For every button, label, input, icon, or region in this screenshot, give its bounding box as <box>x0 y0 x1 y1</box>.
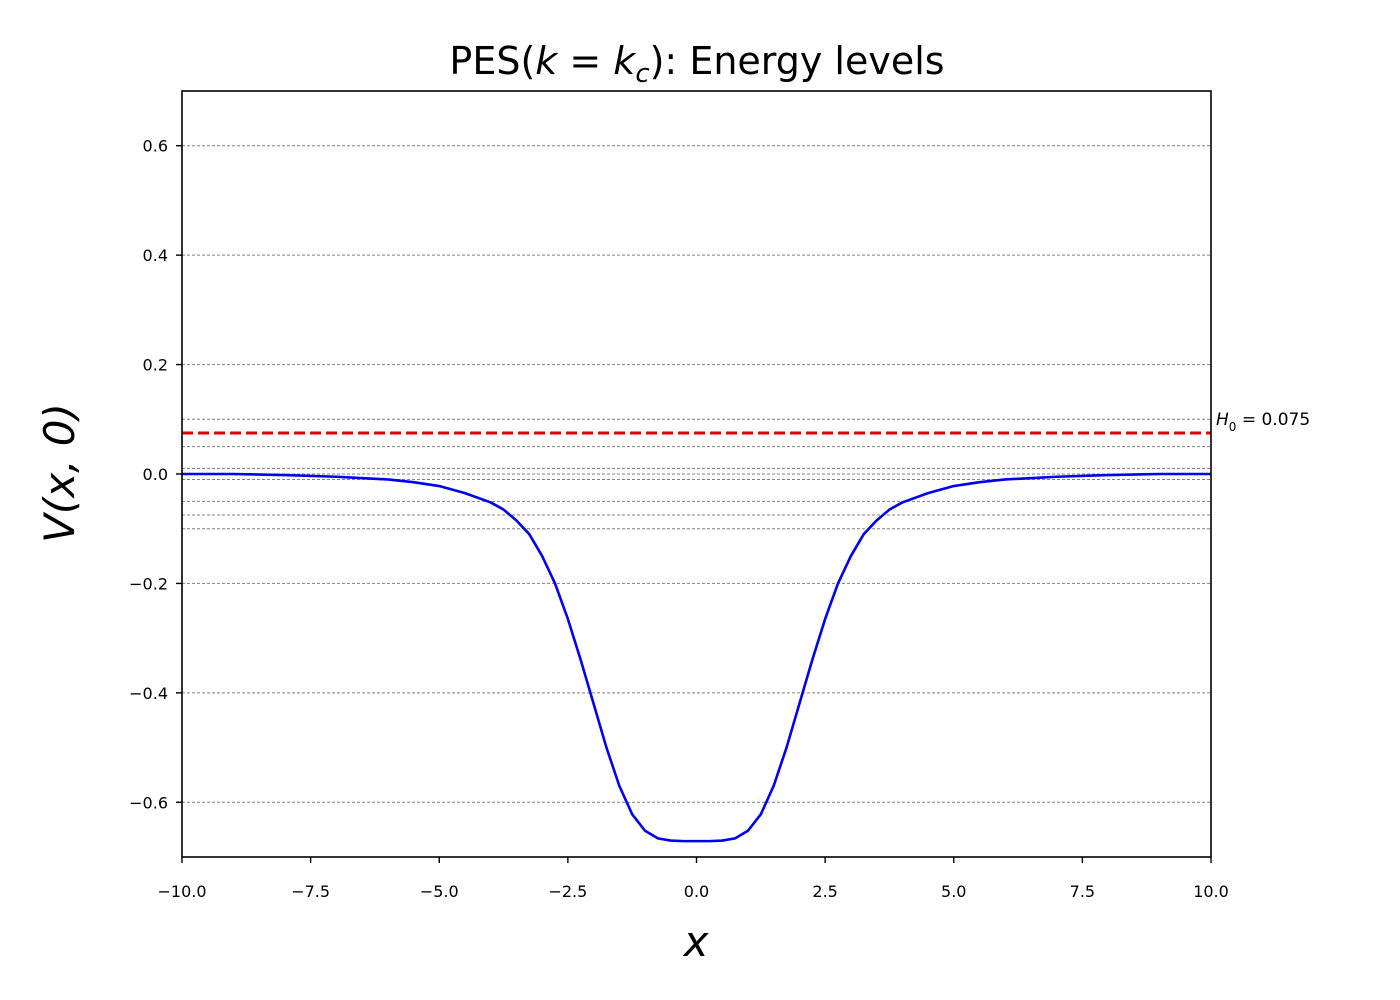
x-tick-label: −7.5 <box>291 882 330 901</box>
x-tick-label: −10.0 <box>157 882 206 901</box>
h0-annotation: H0 = 0.075 <box>1216 410 1310 434</box>
series-layer <box>182 472 1211 843</box>
x-tick-label: 7.5 <box>1070 882 1095 901</box>
y-tick-label: −0.6 <box>129 793 168 812</box>
x-tick-label: −5.0 <box>420 882 459 901</box>
potential-curve <box>182 472 1211 843</box>
y-tick-label: −0.4 <box>129 684 168 703</box>
x-tick-label: −2.5 <box>548 882 587 901</box>
plot-frame <box>181 90 1212 858</box>
y-tick-label: 0.6 <box>143 137 168 156</box>
y-tick-label: −0.2 <box>129 574 168 593</box>
x-tick-label: 10.0 <box>1193 882 1229 901</box>
x-axis-label: x <box>682 917 710 966</box>
y-tick-label: 0.0 <box>143 465 168 484</box>
y-tick-label: 0.4 <box>143 246 168 265</box>
y-axis-label: V(x, 0) <box>35 403 84 543</box>
x-tick-label: 5.0 <box>941 882 966 901</box>
y-ticks: 0.6 0.4 0.2 0.0 −0.2 −0.4 −0.6 <box>129 137 182 812</box>
x-tick-label: 0.0 <box>684 882 709 901</box>
x-ticks: −10.0 −7.5 −5.0 −2.5 0.0 2.5 5.0 7.5 10.0 <box>157 857 1229 901</box>
chart-title: PES(k = kc): Energy levels <box>449 39 944 89</box>
x-tick-label: 2.5 <box>812 882 837 901</box>
y-tick-label: 0.2 <box>143 356 168 375</box>
grid-lines <box>182 145 1211 803</box>
